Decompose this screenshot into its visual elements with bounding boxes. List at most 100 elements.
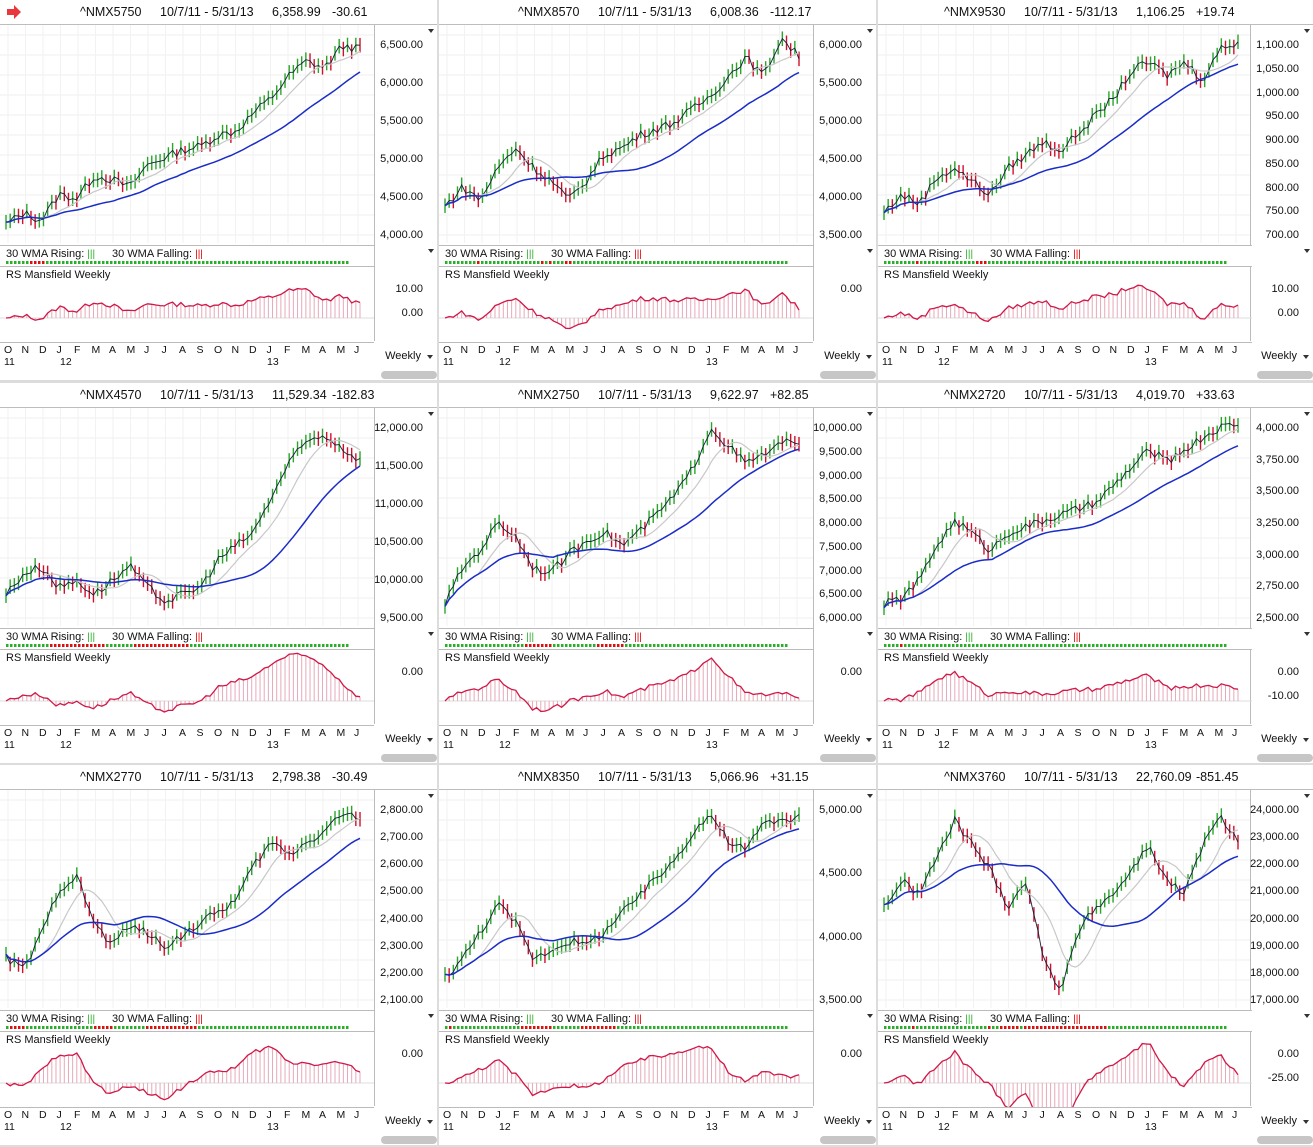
- timeframe-dropdown-icon[interactable]: [866, 355, 872, 359]
- wma-dot: [749, 261, 752, 264]
- axis-menu-icon[interactable]: [1304, 412, 1310, 416]
- last-price: 5,066.96: [710, 770, 759, 784]
- scrollbar-thumb[interactable]: [1257, 1136, 1313, 1144]
- wma-dot: [1100, 644, 1103, 647]
- wma-dot: [649, 1026, 652, 1029]
- wma-dot: [541, 644, 544, 647]
- wma-dot: [1040, 1026, 1043, 1029]
- wma-dot: [326, 1026, 329, 1029]
- scrollbar-thumb[interactable]: [381, 371, 437, 379]
- rs-svg: [0, 652, 374, 713]
- wma-dot: [1212, 1026, 1215, 1029]
- month-label: O: [653, 727, 662, 739]
- wma-dot: [1132, 1026, 1135, 1029]
- chart-panel[interactable]: ^NMX8570 10/7/11 - 5/31/13 6,008.36 -112.17…: [439, 0, 876, 380]
- ma30-line: [444, 828, 800, 976]
- chart-panel[interactable]: ^NMX8350 10/7/11 - 5/31/13 5,066.96 +31.15 5…: [439, 765, 876, 1145]
- wma-dot: [928, 261, 931, 264]
- wma-dot: [1196, 1026, 1199, 1029]
- chart-panel[interactable]: ^NMX2750 10/7/11 - 5/31/13 9,622.97 +82.85 1…: [439, 383, 876, 763]
- scrollbar-thumb[interactable]: [820, 754, 876, 762]
- wma-dot: [501, 261, 504, 264]
- wma-dot: [1196, 261, 1199, 264]
- axis-menu-icon[interactable]: [1304, 249, 1310, 253]
- wma-dot: [769, 261, 772, 264]
- wma-dot: [884, 644, 887, 647]
- axis-menu-icon[interactable]: [1304, 1014, 1310, 1018]
- scrollbar-thumb[interactable]: [820, 371, 876, 379]
- month-label: J: [1039, 344, 1045, 356]
- wma-dot: [653, 1026, 656, 1029]
- chart-panel[interactable]: ^NMX9530 10/7/11 - 5/31/13 1,106.25 +19.74 1…: [878, 0, 1313, 380]
- scrollbar-thumb[interactable]: [381, 754, 437, 762]
- axis-menu-icon[interactable]: [1304, 29, 1310, 33]
- timeframe-dropdown-icon[interactable]: [1303, 738, 1309, 742]
- axis-menu-icon[interactable]: [867, 249, 873, 253]
- scrollbar-thumb[interactable]: [381, 1136, 437, 1144]
- wma-dot: [1144, 644, 1147, 647]
- wma-dot: [58, 261, 61, 264]
- wma-dot: [924, 261, 927, 264]
- axis-menu-icon[interactable]: [428, 632, 434, 636]
- chart-panel[interactable]: ^NMX2770 10/7/11 - 5/31/13 2,798.38 -30.49 2…: [0, 765, 437, 1145]
- axis-menu-icon[interactable]: [867, 794, 873, 798]
- year-label: 11: [443, 356, 454, 368]
- wma-dot: [916, 644, 919, 647]
- timeframe-dropdown-icon[interactable]: [427, 738, 433, 742]
- wma-dot: [102, 644, 105, 647]
- chart-panel[interactable]: ^NMX4570 10/7/11 - 5/31/13 11,529.34 -182.8…: [0, 383, 437, 763]
- wma-dot: [1164, 261, 1167, 264]
- wma-dot: [1068, 261, 1071, 264]
- axis-menu-icon[interactable]: [428, 1014, 434, 1018]
- wma-dot: [1008, 1026, 1011, 1029]
- axis-menu-icon[interactable]: [428, 249, 434, 253]
- date-range: 10/7/11 - 5/31/13: [160, 388, 254, 402]
- axis-menu-icon[interactable]: [1304, 794, 1310, 798]
- timeframe-dropdown-icon[interactable]: [427, 355, 433, 359]
- last-price: 2,798.38: [272, 770, 321, 784]
- wma-dot: [1120, 644, 1123, 647]
- chart-panel[interactable]: ^NMX3760 10/7/11 - 5/31/13 22,760.09 -851.4…: [878, 765, 1313, 1145]
- year-label: 12: [60, 739, 72, 751]
- timeframe-dropdown-icon[interactable]: [427, 1120, 433, 1124]
- timeframe-dropdown-icon[interactable]: [1303, 355, 1309, 359]
- wma-dot: [130, 644, 133, 647]
- axis-menu-icon[interactable]: [428, 412, 434, 416]
- rs-label: RS Mansfield Weekly: [445, 652, 550, 664]
- date-range: 10/7/11 - 5/31/13: [598, 770, 692, 784]
- axis-menu-icon[interactable]: [867, 29, 873, 33]
- wma-dot: [749, 1026, 752, 1029]
- timeframe-dropdown-icon[interactable]: [866, 738, 872, 742]
- timeframe-dropdown-icon[interactable]: [1303, 1120, 1309, 1124]
- month-label: N: [21, 1109, 30, 1121]
- wma-dot: [661, 1026, 664, 1029]
- wma-dot: [158, 1026, 161, 1029]
- wma-dot: [1060, 261, 1063, 264]
- axis-menu-icon[interactable]: [867, 412, 873, 416]
- axis-menu-icon[interactable]: [867, 1014, 873, 1018]
- chart-panel[interactable]: ^NMX5750 10/7/11 - 5/31/13 6,358.99 -30.61 6…: [0, 0, 437, 380]
- scrollbar-thumb[interactable]: [820, 1136, 876, 1144]
- ma10-line: [883, 829, 1239, 968]
- axis-menu-icon[interactable]: [867, 632, 873, 636]
- wma-dot: [30, 261, 33, 264]
- axis-menu-icon[interactable]: [428, 29, 434, 33]
- axis-menu-icon[interactable]: [428, 794, 434, 798]
- month-label: M: [740, 344, 750, 356]
- wma-dot: [1112, 1026, 1115, 1029]
- timeframe-select: Weekly: [824, 1115, 860, 1127]
- axis-menu-icon[interactable]: [1304, 632, 1310, 636]
- wma-dot: [653, 644, 656, 647]
- axis-tick-label: 2,750.00: [1256, 580, 1299, 593]
- price-axis: 6,000.00 5,500.00 5,000.00 4,500.00 4,000.00…: [813, 25, 876, 341]
- scrollbar-thumb[interactable]: [1257, 754, 1313, 762]
- wma-dot: [330, 1026, 333, 1029]
- timeframe-dropdown-icon[interactable]: [866, 1120, 872, 1124]
- wma-dot: [781, 644, 784, 647]
- scrollbar-thumb[interactable]: [1257, 371, 1313, 379]
- wma-dot: [182, 261, 185, 264]
- close-line: [444, 37, 800, 206]
- wma-dot: [629, 1026, 632, 1029]
- chart-panel[interactable]: ^NMX2720 10/7/11 - 5/31/13 4,019.70 +33.63 4…: [878, 383, 1313, 763]
- wma-dot: [118, 644, 121, 647]
